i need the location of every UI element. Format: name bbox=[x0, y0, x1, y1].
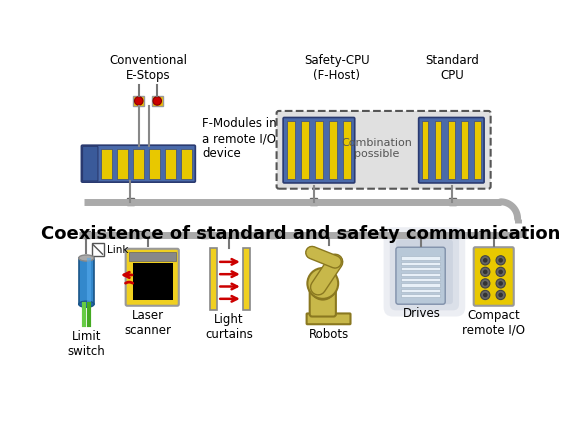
Bar bbox=[329, 121, 337, 179]
Bar bbox=[152, 95, 163, 106]
FancyBboxPatch shape bbox=[396, 247, 445, 304]
Circle shape bbox=[134, 97, 143, 105]
Circle shape bbox=[498, 270, 503, 274]
Text: Combination
possible: Combination possible bbox=[341, 138, 412, 159]
Text: Compact
remote I/O: Compact remote I/O bbox=[462, 309, 525, 337]
FancyBboxPatch shape bbox=[306, 313, 350, 324]
FancyBboxPatch shape bbox=[126, 249, 179, 306]
Bar bbox=[422, 121, 429, 179]
Bar bbox=[341, 232, 348, 238]
FancyBboxPatch shape bbox=[396, 240, 453, 304]
Circle shape bbox=[328, 255, 342, 269]
Circle shape bbox=[481, 256, 490, 265]
FancyBboxPatch shape bbox=[384, 227, 465, 317]
FancyBboxPatch shape bbox=[276, 111, 491, 189]
Text: Laser
scanner: Laser scanner bbox=[124, 309, 171, 337]
FancyBboxPatch shape bbox=[283, 117, 355, 183]
Polygon shape bbox=[133, 262, 173, 300]
Circle shape bbox=[483, 281, 488, 286]
Text: Drives: Drives bbox=[403, 307, 440, 320]
Bar bbox=[133, 149, 144, 179]
Bar bbox=[418, 232, 425, 238]
FancyBboxPatch shape bbox=[390, 233, 459, 310]
Bar bbox=[402, 262, 440, 265]
Circle shape bbox=[496, 267, 505, 276]
Bar bbox=[129, 252, 176, 261]
Bar bbox=[448, 198, 456, 205]
Bar bbox=[448, 121, 454, 179]
Circle shape bbox=[498, 281, 503, 286]
Circle shape bbox=[481, 279, 490, 288]
FancyBboxPatch shape bbox=[310, 285, 336, 317]
Bar bbox=[133, 95, 144, 106]
Bar bbox=[149, 149, 160, 179]
Bar bbox=[301, 121, 309, 179]
Circle shape bbox=[481, 267, 490, 276]
Bar bbox=[310, 198, 317, 205]
FancyBboxPatch shape bbox=[474, 247, 514, 306]
Circle shape bbox=[308, 268, 338, 299]
Bar bbox=[343, 121, 351, 179]
Text: Coexistence of standard and safety communication: Coexistence of standard and safety commu… bbox=[41, 225, 560, 243]
Circle shape bbox=[498, 258, 503, 262]
Bar bbox=[480, 232, 487, 238]
Text: Conventional
E-Stops: Conventional E-Stops bbox=[109, 54, 187, 82]
Bar bbox=[402, 278, 440, 281]
Text: F-Modules in
a remote I/O
device: F-Modules in a remote I/O device bbox=[202, 117, 276, 160]
Circle shape bbox=[481, 290, 490, 300]
FancyBboxPatch shape bbox=[82, 145, 195, 182]
Circle shape bbox=[483, 258, 488, 262]
Bar bbox=[474, 121, 481, 179]
Text: Link: Link bbox=[107, 245, 129, 254]
Circle shape bbox=[153, 97, 161, 105]
Bar bbox=[402, 289, 440, 292]
Bar bbox=[134, 232, 141, 238]
Text: Limit
switch: Limit switch bbox=[68, 329, 105, 357]
Bar bbox=[201, 232, 208, 238]
Circle shape bbox=[483, 270, 488, 274]
Bar bbox=[117, 149, 128, 179]
Bar bbox=[101, 149, 112, 179]
Text: Robots: Robots bbox=[309, 328, 349, 341]
Circle shape bbox=[306, 247, 318, 258]
FancyBboxPatch shape bbox=[419, 117, 484, 183]
Bar bbox=[210, 248, 217, 310]
Text: Safety-CPU
(F-Host): Safety-CPU (F-Host) bbox=[304, 54, 369, 82]
Bar bbox=[461, 121, 468, 179]
Circle shape bbox=[498, 293, 503, 297]
Bar bbox=[435, 121, 441, 179]
Circle shape bbox=[311, 275, 335, 300]
Circle shape bbox=[496, 256, 505, 265]
Text: Standard
CPU: Standard CPU bbox=[425, 54, 479, 82]
Bar bbox=[402, 294, 440, 297]
Text: Light
curtains: Light curtains bbox=[205, 313, 253, 341]
Bar bbox=[286, 121, 295, 179]
Ellipse shape bbox=[79, 255, 94, 261]
Bar bbox=[83, 232, 90, 238]
Bar bbox=[402, 273, 440, 276]
Circle shape bbox=[496, 290, 505, 300]
Bar bbox=[181, 149, 192, 179]
FancyBboxPatch shape bbox=[83, 146, 98, 181]
Bar bbox=[127, 198, 134, 205]
Bar bbox=[85, 149, 96, 179]
Circle shape bbox=[483, 293, 488, 297]
Bar bbox=[402, 283, 440, 287]
Bar bbox=[315, 121, 323, 179]
Bar bbox=[79, 258, 94, 304]
Bar bbox=[92, 243, 104, 256]
Circle shape bbox=[496, 279, 505, 288]
Bar bbox=[402, 257, 440, 259]
Bar bbox=[402, 267, 440, 271]
Bar bbox=[165, 149, 176, 179]
Bar bbox=[270, 232, 277, 238]
Bar bbox=[242, 248, 249, 310]
Ellipse shape bbox=[79, 301, 94, 307]
